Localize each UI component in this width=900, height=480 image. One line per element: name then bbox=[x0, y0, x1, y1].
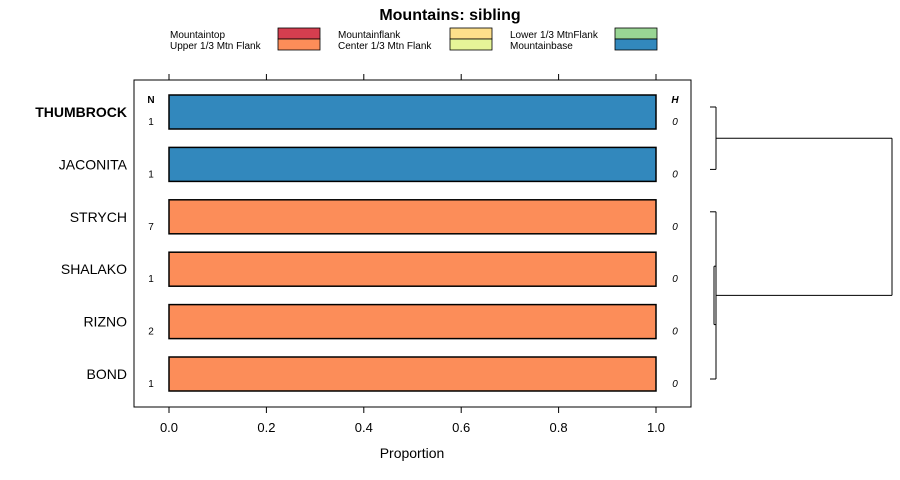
n-value: 2 bbox=[148, 327, 154, 338]
legend-swatch bbox=[614, 38, 658, 51]
legend-swatch bbox=[277, 38, 321, 51]
n-value: 7 bbox=[148, 222, 154, 233]
bar-segment bbox=[169, 357, 656, 391]
chart-title: Mountains: sibling bbox=[379, 7, 520, 24]
category-label: JACONITA bbox=[59, 156, 128, 172]
bar-segment bbox=[169, 252, 656, 287]
bar-segment bbox=[169, 199, 656, 234]
bar-segment bbox=[169, 304, 656, 339]
bar-outline bbox=[168, 303, 657, 340]
legend-label: Mountainbase bbox=[510, 41, 573, 52]
x-axis-title: Proportion bbox=[380, 445, 445, 461]
bar-segment bbox=[169, 95, 656, 129]
category-label: RIZNO bbox=[83, 314, 127, 330]
bar-outline bbox=[168, 251, 657, 287]
h-value: 0 bbox=[672, 169, 678, 180]
legend-swatch bbox=[614, 27, 658, 40]
x-tick-label: 0.2 bbox=[257, 420, 275, 435]
x-axis: 0.0 0.2 0.4 0.6 0.8 1.0 bbox=[160, 74, 665, 435]
h-value: 0 bbox=[672, 327, 678, 338]
bar-segment bbox=[169, 147, 656, 182]
h-value: 0 bbox=[672, 222, 678, 233]
n-value: 1 bbox=[148, 169, 154, 180]
bar-outline bbox=[168, 356, 657, 392]
legend-label: Mountainflank bbox=[338, 30, 401, 41]
h-value: 0 bbox=[672, 274, 678, 285]
h-value: 0 bbox=[672, 379, 678, 390]
legend-swatch bbox=[277, 27, 321, 40]
legend-label: Center 1/3 Mtn Flank bbox=[338, 41, 432, 52]
n-value: 1 bbox=[148, 274, 154, 285]
n-value: 1 bbox=[148, 117, 154, 128]
legend-swatch bbox=[449, 38, 493, 51]
x-tick-label: 0.0 bbox=[160, 420, 178, 435]
bar-outline bbox=[168, 94, 657, 130]
category-label: THUMBROCK bbox=[35, 104, 127, 120]
x-tick-label: 0.4 bbox=[355, 420, 373, 435]
legend-label: Upper 1/3 Mtn Flank bbox=[170, 41, 262, 52]
bar-rows: THUMBROCK 1 0 JACONITA 1 0 STRYCH 7 0 SHALAKO 1 0 RI… bbox=[35, 94, 678, 392]
h-value: 0 bbox=[672, 117, 678, 128]
category-label: SHALAKO bbox=[61, 261, 127, 277]
dendrogram bbox=[710, 106, 893, 380]
bar-outline bbox=[168, 146, 657, 183]
h-column-header: H bbox=[671, 95, 679, 106]
category-label: STRYCH bbox=[70, 209, 127, 225]
legend-label: Mountaintop bbox=[170, 30, 225, 41]
bar-outline bbox=[168, 199, 657, 235]
x-tick-label: 0.6 bbox=[452, 420, 470, 435]
legend-label: Lower 1/3 MtnFlank bbox=[510, 30, 599, 41]
n-column-header: N bbox=[147, 95, 154, 106]
plot-frame bbox=[133, 79, 692, 408]
legend-swatch bbox=[449, 27, 493, 40]
n-value: 1 bbox=[148, 379, 154, 390]
x-tick-label: 1.0 bbox=[647, 420, 665, 435]
category-label: BOND bbox=[87, 366, 127, 382]
x-tick-label: 0.8 bbox=[550, 420, 568, 435]
